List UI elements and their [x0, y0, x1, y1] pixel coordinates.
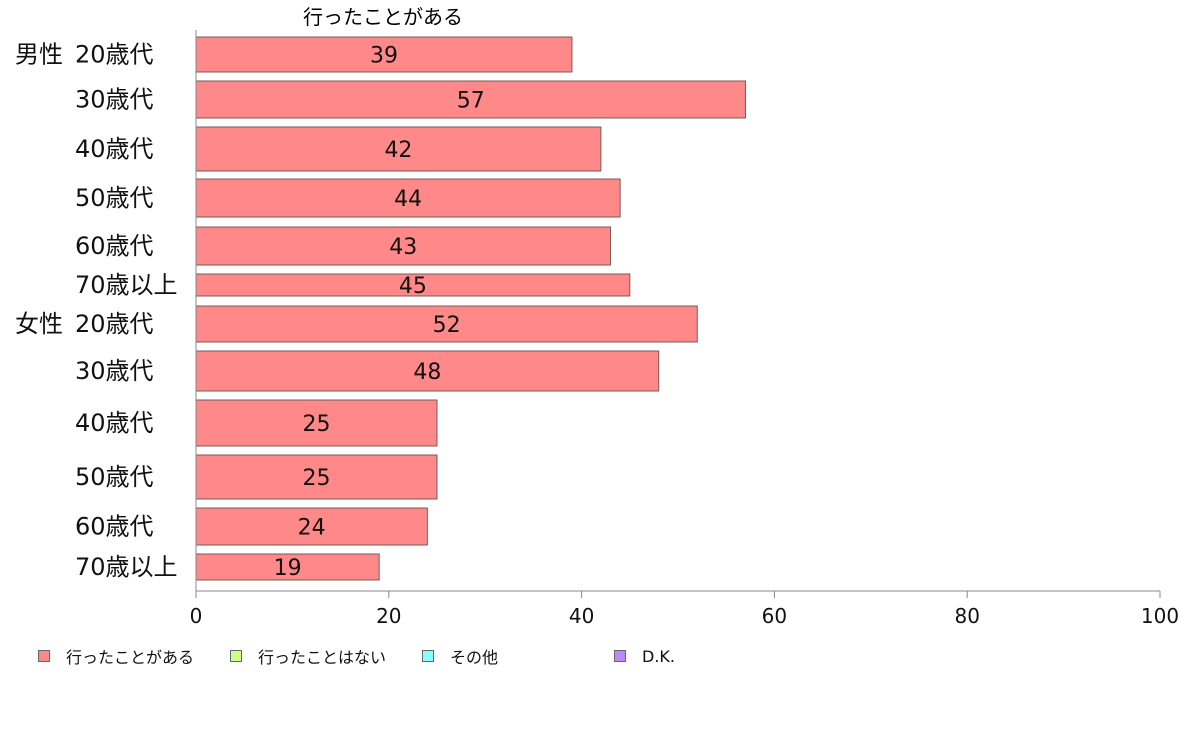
- legend-label: 行ったことがある: [66, 648, 195, 667]
- category-label: 40歳代: [75, 409, 154, 437]
- legend-swatch: [38, 650, 50, 662]
- category-label: 50歳代: [75, 463, 154, 491]
- data-label: 52: [433, 313, 461, 338]
- legend-item-went: 行ったことがある: [38, 644, 194, 668]
- data-label: 45: [399, 274, 427, 299]
- category-label: 20歳代: [75, 41, 154, 69]
- legend-label: 行ったことはない: [258, 648, 387, 667]
- category-label: 70歳以上: [75, 553, 178, 581]
- x-tick-label: 40: [569, 604, 594, 628]
- data-label: 42: [384, 138, 412, 163]
- chart-title: 行ったことがある: [303, 5, 463, 29]
- x-tick-label: 60: [762, 604, 787, 628]
- legend-label: その他: [450, 648, 499, 667]
- x-tick-label: 80: [954, 604, 979, 628]
- legend-swatch: [614, 650, 626, 662]
- bar: [195, 36, 573, 73]
- data-label: 39: [370, 44, 398, 69]
- data-label: 57: [457, 89, 485, 114]
- data-label: 48: [413, 360, 441, 385]
- data-label: 19: [274, 556, 302, 581]
- data-label: 44: [394, 187, 422, 212]
- data-label: 25: [303, 466, 331, 491]
- data-label: 43: [389, 235, 417, 260]
- legend-swatch: [230, 650, 242, 662]
- legend: 行ったことがある 行ったことはない その他 D.K.: [38, 644, 738, 668]
- bar: [195, 305, 698, 343]
- legend-swatch: [422, 650, 434, 662]
- bar: [195, 350, 660, 392]
- x-tick-label: 100: [1141, 604, 1179, 628]
- category-label: 70歳以上: [75, 271, 178, 299]
- category-label: 60歳代: [75, 513, 154, 541]
- category-labels: 20歳代男性30歳代40歳代50歳代60歳代70歳以上20歳代女性30歳代40歳…: [15, 41, 178, 582]
- data-label: 24: [298, 516, 326, 541]
- category-label: 60歳代: [75, 232, 154, 260]
- legend-item-other: その他: [422, 644, 498, 668]
- bar: [195, 126, 602, 172]
- bar: [195, 178, 621, 218]
- legend-item-not-went: 行ったことはない: [230, 644, 386, 668]
- bar: [195, 226, 612, 266]
- x-tick-label: 0: [190, 604, 203, 628]
- category-label: 30歳代: [75, 357, 154, 385]
- group-label: 女性: [15, 310, 63, 338]
- legend-label: D.K.: [642, 646, 675, 666]
- category-label: 50歳代: [75, 184, 154, 212]
- x-tick-label: 20: [376, 604, 401, 628]
- category-label: 30歳代: [75, 86, 154, 114]
- group-label: 男性: [15, 41, 63, 69]
- x-axis: 0 20 40 60 80 100: [190, 30, 1179, 628]
- category-label: 40歳代: [75, 135, 154, 163]
- bar: [195, 507, 428, 546]
- legend-item-dk: D.K.: [614, 644, 675, 668]
- category-label: 20歳代: [75, 310, 154, 338]
- data-label: 25: [303, 412, 331, 437]
- bar: [195, 80, 746, 119]
